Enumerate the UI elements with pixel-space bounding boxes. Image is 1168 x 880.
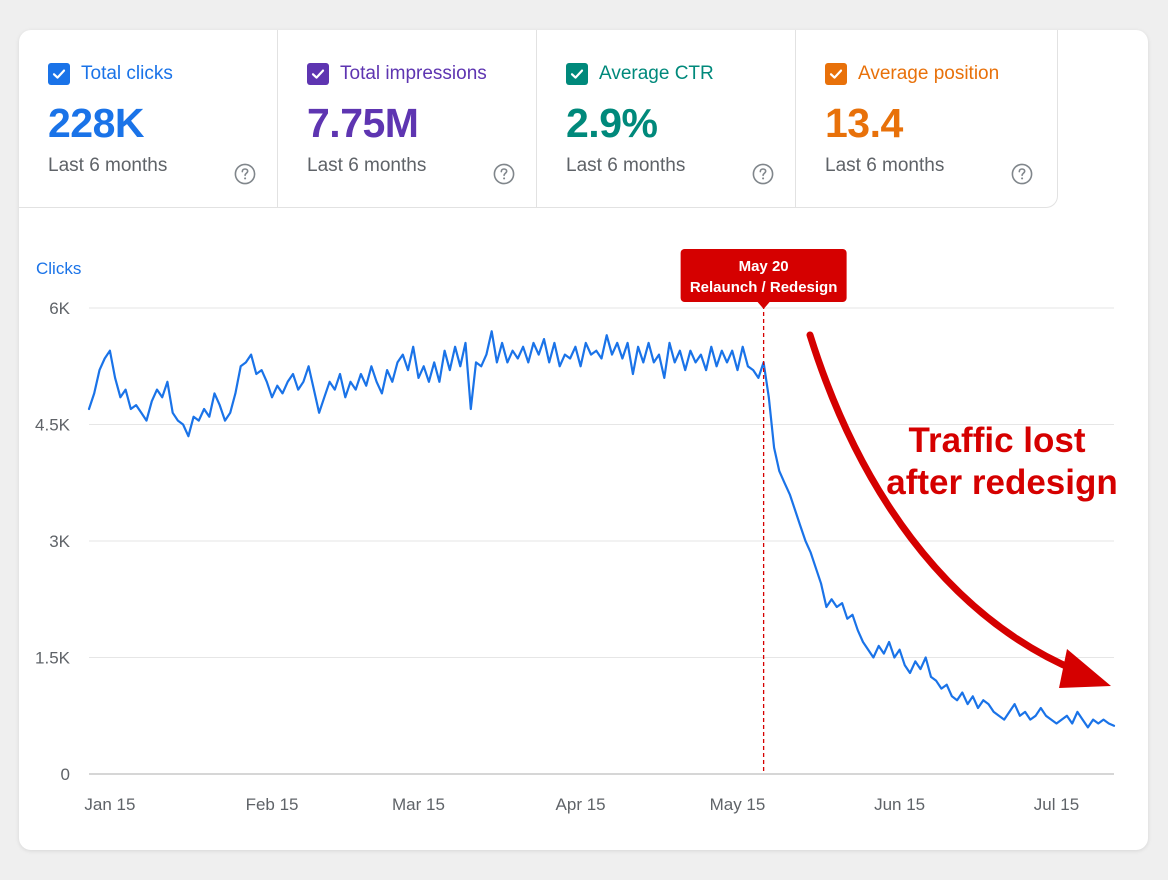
- callout-arrow-shaft: [806, 331, 1081, 675]
- annotation-label-box: [680, 249, 847, 302]
- metric-tabs: Total clicks 228K Last 6 months Total im…: [19, 30, 1058, 208]
- metric-average-position[interactable]: Average position 13.4 Last 6 months: [796, 30, 1055, 207]
- callout-line-1: Traffic lost: [909, 421, 1086, 460]
- x-axis: Jan 15 Feb 15 Mar 15 Apr 15 May 15 Jun 15 Jul …: [84, 795, 1079, 814]
- metric-label: Total clicks: [81, 63, 173, 84]
- y-tick-label: 3K: [49, 532, 70, 551]
- clicks-line-chart: 0 1.5K 3K 4.5K 6K Jan 15 Feb 15 Mar 15 Apr 15 Ma…: [35, 249, 1118, 814]
- performance-card: Total clicks 228K Last 6 months Total im…: [19, 30, 1148, 850]
- y-axis: 0 1.5K 3K 4.5K 6K: [35, 299, 71, 784]
- metric-value: 13.4: [825, 100, 903, 146]
- checkbox-checked-icon[interactable]: [307, 63, 329, 85]
- y-tick-label: 0: [61, 765, 70, 784]
- x-tick-label: Mar 15: [392, 795, 445, 814]
- callout-arrow-head: [1059, 649, 1111, 688]
- metric-label: Average position: [858, 63, 1000, 84]
- x-tick-label: Jul 15: [1034, 795, 1079, 814]
- y-tick-label: 1.5K: [35, 649, 71, 668]
- metric-value: 7.75M: [307, 100, 419, 146]
- help-icon[interactable]: [493, 163, 515, 185]
- x-tick-label: Apr 15: [556, 795, 606, 814]
- checkbox-checked-icon[interactable]: [825, 63, 847, 85]
- grid-lines: [89, 307, 1114, 775]
- checkbox-checked-icon[interactable]: [48, 63, 70, 85]
- metric-value: 228K: [48, 100, 145, 146]
- metric-period: Last 6 months: [566, 155, 686, 176]
- x-tick-label: Feb 15: [246, 795, 299, 814]
- annotation-text: Relaunch / Redesign: [690, 279, 838, 296]
- metric-average-ctr[interactable]: Average CTR 2.9% Last 6 months: [537, 30, 796, 207]
- metric-total-impressions[interactable]: Total impressions 7.75M Last 6 months: [278, 30, 537, 207]
- x-tick-label: Jun 15: [874, 795, 925, 814]
- help-icon[interactable]: [234, 163, 256, 185]
- metric-period: Last 6 months: [307, 155, 427, 176]
- y-tick-label: 6K: [49, 299, 70, 318]
- redesign-annotation: May 20 Relaunch / Redesign: [680, 249, 847, 774]
- checkbox-checked-icon[interactable]: [566, 63, 588, 85]
- y-tick-label: 4.5K: [35, 416, 71, 435]
- metric-value: 2.9%: [566, 100, 658, 146]
- metric-label: Average CTR: [599, 63, 714, 84]
- metric-total-clicks[interactable]: Total clicks 228K Last 6 months: [19, 30, 278, 207]
- series-clicks: [87, 330, 1116, 729]
- callout-line-2: after redesign: [886, 463, 1117, 502]
- y-axis-label: Clicks: [36, 259, 81, 278]
- series-line: [87, 330, 1116, 729]
- x-tick-label: May 15: [710, 795, 766, 814]
- help-icon[interactable]: [1011, 163, 1033, 185]
- x-tick-label: Jan 15: [84, 795, 135, 814]
- metric-period: Last 6 months: [825, 155, 945, 176]
- annotation-pointer: [757, 302, 770, 309]
- annotation-date: May 20: [739, 258, 789, 275]
- metric-period: Last 6 months: [48, 155, 168, 176]
- help-icon[interactable]: [752, 163, 774, 185]
- metric-label: Total impressions: [340, 63, 487, 84]
